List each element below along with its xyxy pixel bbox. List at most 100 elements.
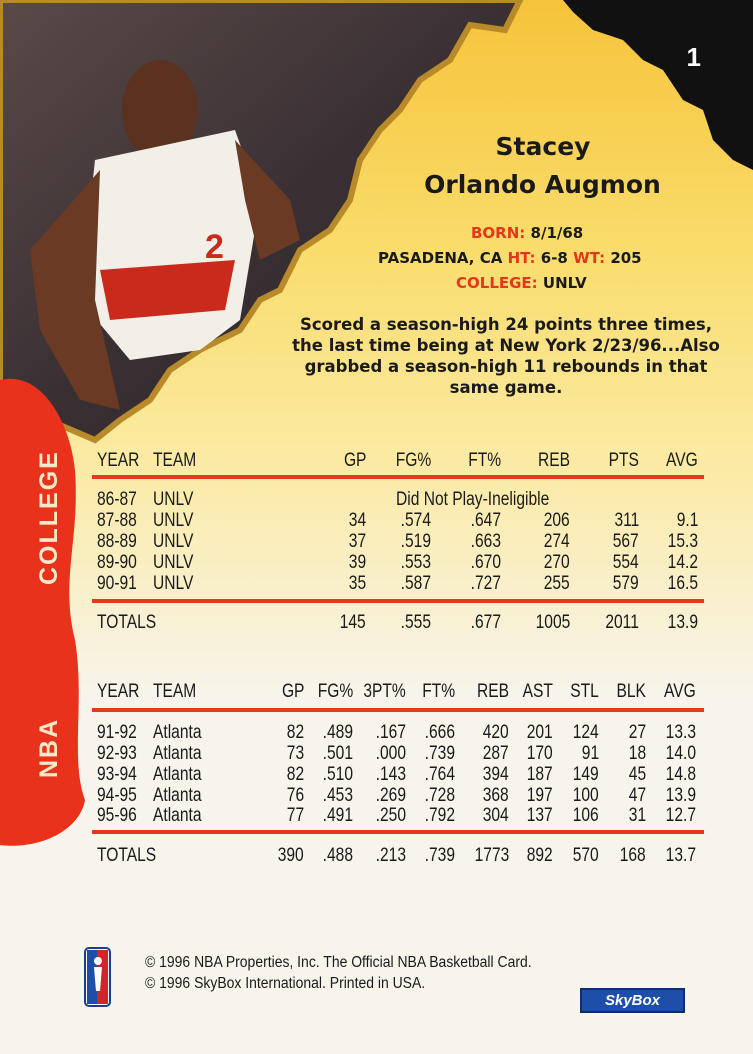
nba-row-cell: .666 (424, 722, 455, 743)
college-row-cell: 37 (348, 531, 366, 552)
college-row-cell: 39 (348, 552, 366, 573)
nba-row-cell: 82 (286, 722, 304, 743)
nba-row-cell: Atlanta (153, 722, 202, 743)
nba-row-cell: 91 (581, 743, 599, 764)
nba-totals-cell: 390 (278, 845, 304, 866)
nba-header-cell: STL (570, 681, 599, 702)
nba-row-cell: 12.7 (665, 805, 696, 826)
nba-row-cell: .489 (322, 722, 353, 743)
nba-header-cell: FT% (422, 681, 455, 702)
college-row-cell: .553 (400, 552, 431, 573)
career-highlight: Scored a season-high 24 points three tim… (292, 315, 720, 397)
college-header-cell: AVG (666, 450, 698, 471)
nba-row-cell: .501 (322, 743, 353, 764)
nba-row-cell: .792 (424, 805, 455, 826)
nba-row-cell: 18 (628, 743, 646, 764)
college-row-cell: .647 (470, 510, 501, 531)
nba-row-cell: .143 (375, 764, 406, 785)
nba-row-cell: 77 (286, 805, 304, 826)
nba-row-cell: .728 (424, 785, 455, 806)
nba-row-cell: .510 (322, 764, 353, 785)
nba-logo (84, 947, 111, 1007)
nba-header-cell: YEAR (97, 681, 140, 702)
nba-row-cell: 368 (483, 785, 509, 806)
nba-row-cell: .167 (375, 722, 406, 743)
college-header-cell: REB (537, 450, 570, 471)
nba-row-cell: 13.3 (665, 722, 696, 743)
college-row-cell: UNLV (153, 510, 194, 531)
weight-label: WT: (573, 249, 606, 267)
nba-row-cell: 31 (628, 805, 646, 826)
college-header-rule (92, 475, 704, 479)
card-number: 1 (686, 42, 701, 72)
college-row-cell: 270 (544, 552, 570, 573)
nba-row-cell: 100 (573, 785, 599, 806)
college-header-cell: YEAR (97, 450, 140, 471)
born-line: BORN: 8/1/68 (471, 224, 583, 242)
college-row-cell: 14.2 (667, 552, 698, 573)
nba-totals-cell: 570 (573, 845, 599, 866)
college-totals-cell: .677 (470, 612, 501, 633)
nba-row-cell: 124 (573, 722, 599, 743)
nba-header-cell: AVG (664, 681, 696, 702)
college-totals-cell: 145 (340, 612, 366, 633)
college-row-cell: 206 (544, 510, 570, 531)
nba-row-cell: 201 (527, 722, 553, 743)
nba-row-cell: 170 (527, 743, 553, 764)
height-label: HT: (507, 249, 536, 267)
college-totals-cell: .555 (400, 612, 431, 633)
college-row-cell: 311 (614, 510, 639, 531)
college-totals-rule (92, 599, 704, 603)
nba-row-cell: 92-93 (97, 743, 137, 764)
college-row-cell: 554 (613, 552, 639, 573)
nba-totals-cell: TOTALS (97, 845, 157, 866)
nba-row-cell: 304 (483, 805, 509, 826)
college-row-cell: UNLV (153, 552, 194, 573)
college-row-cell: 90-91 (97, 573, 137, 594)
college-header-cell: GP (343, 450, 366, 471)
copyright-nba: © 1996 NBA Properties, Inc. The Official… (145, 954, 532, 971)
college-row-cell: 9.1 (676, 510, 698, 531)
skybox-logo: SkyBox (580, 988, 685, 1013)
nba-totals-cell: .488 (322, 845, 353, 866)
college-row-cell: .574 (400, 510, 431, 531)
nba-header-cell: FG% (317, 681, 353, 702)
corner-banner (563, 0, 753, 170)
college-row-cell: 34 (348, 510, 366, 531)
nba-row-cell: 91-92 (97, 722, 137, 743)
nba-header-rule (92, 708, 704, 712)
nba-totals-cell: 13.7 (665, 845, 696, 866)
nba-row-cell: 45 (628, 764, 646, 785)
nba-row-cell: 106 (573, 805, 599, 826)
college-row-cell: .663 (470, 531, 501, 552)
college-totals-cell: TOTALS (97, 612, 157, 633)
nba-row-cell: 14.8 (665, 764, 696, 785)
player-last-names: Orlando Augmon (424, 170, 661, 199)
did-not-play-note: Did Not Play-Ineligible (396, 489, 550, 510)
nba-totals-cell: 1773 (474, 845, 509, 866)
college-totals-cell: 1005 (535, 612, 570, 633)
nba-totals-cell: 168 (620, 845, 646, 866)
college-row-cell: .670 (470, 552, 501, 573)
height-value: 6-8 (540, 249, 568, 267)
hometown: PASADENA, CA (378, 249, 503, 267)
player-first-name: Stacey (495, 132, 591, 161)
college-row-cell: 579 (613, 573, 639, 594)
college-header-cell: FT% (468, 450, 501, 471)
nba-row-cell: 27 (628, 722, 646, 743)
nba-totals-cell: .739 (424, 845, 455, 866)
college-totals-cell: 13.9 (667, 612, 698, 633)
college-row-cell: 86-87 (97, 489, 137, 510)
nba-row-cell: .739 (424, 743, 455, 764)
college-row-cell: 88-89 (97, 531, 137, 552)
college-row-cell: 87-88 (97, 510, 137, 531)
nba-row-cell: 197 (527, 785, 553, 806)
nba-row-cell: 13.9 (665, 785, 696, 806)
college-row-cell: UNLV (153, 489, 194, 510)
nba-row-cell: .000 (375, 743, 406, 764)
nba-row-cell: 14.0 (665, 743, 696, 764)
nba-row-cell: 187 (527, 764, 553, 785)
nba-header-cell: AST (522, 681, 553, 702)
hometown-line: PASADENA, CA HT: 6-8 WT: 205 (378, 249, 642, 267)
